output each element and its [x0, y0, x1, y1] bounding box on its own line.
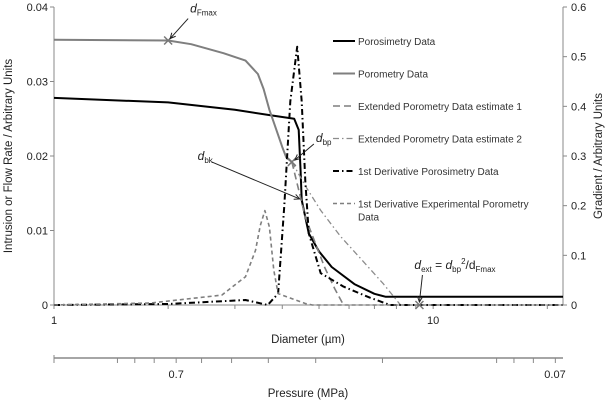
annotation-Fmax: dFmax — [190, 2, 217, 18]
arrow-head-icon — [293, 194, 301, 200]
x-tick-label: 10 — [427, 315, 439, 327]
annotation-arrow — [294, 143, 315, 161]
y2-tick-label: 0.4 — [571, 101, 586, 113]
y-tick-label: 0.02 — [27, 151, 48, 163]
pressure-tick-label: 0.07 — [544, 369, 565, 381]
legend: Porosimetry Data Porometry Data Extended P… — [333, 37, 529, 224]
x-tick-label: 1 — [51, 315, 57, 327]
x-axis-label: Diameter (µm) — [271, 334, 345, 346]
series-group — [53, 38, 563, 306]
annotation-arrow — [418, 274, 423, 303]
legend-label: 1st Derivative Experimental Porometry Dat… — [358, 200, 529, 224]
y2-axis-label: Gradient / Arbitrary Units — [593, 93, 605, 219]
pressure-tick-label: 0.7 — [169, 369, 184, 381]
annotation-arrow — [211, 161, 300, 200]
legend-label: Porometry Data — [358, 70, 428, 81]
arrow-head-icon — [293, 154, 301, 161]
x-marker-icon — [287, 157, 297, 167]
arrow-head-icon — [169, 32, 176, 40]
y2-tick-label: 0.2 — [571, 201, 586, 213]
series-line-3 — [291, 161, 345, 306]
series-line-6 — [53, 209, 563, 306]
y-tick-label: 0.01 — [27, 226, 48, 238]
y-axis-label: Intrusion or Flow Rate / Arbitrary Units — [3, 59, 15, 254]
legend-label: 1st Derivative Porosimetry Data — [358, 167, 499, 178]
legend-label: Extended Porometry Data estimate 1 — [358, 102, 522, 113]
y2-tick-label: 0.6 — [571, 2, 586, 14]
x-marker-icon — [414, 300, 424, 310]
y-tick-label: 0.04 — [27, 2, 48, 14]
y2-tick-label: 0.1 — [571, 250, 586, 262]
pressure-axis-label: Pressure (MPa) — [268, 388, 349, 400]
arrow-head-icon — [416, 296, 424, 304]
annotation-arrow — [169, 18, 189, 39]
annotation-bk: dbk — [198, 149, 214, 165]
annotation-bp: dbp — [316, 131, 332, 147]
legend-label: Porosimetry Data — [358, 37, 436, 48]
series-line-5 — [53, 45, 563, 306]
y2-tick-label: 0.5 — [571, 52, 586, 64]
annotation-ext: dext = dbp2/dFmax — [414, 257, 495, 274]
y2-tick-label: 0 — [571, 300, 577, 312]
y-tick-label: 0 — [42, 300, 48, 312]
annotations: dFmax dbp dbk dext = dbp2/dFmax — [163, 2, 496, 310]
series-line-2 — [53, 38, 293, 163]
y-tick-label: 0.03 — [27, 77, 48, 89]
legend-label: Extended Porometry Data estimate 2 — [358, 135, 522, 146]
y2-tick-label: 0.3 — [571, 151, 586, 163]
